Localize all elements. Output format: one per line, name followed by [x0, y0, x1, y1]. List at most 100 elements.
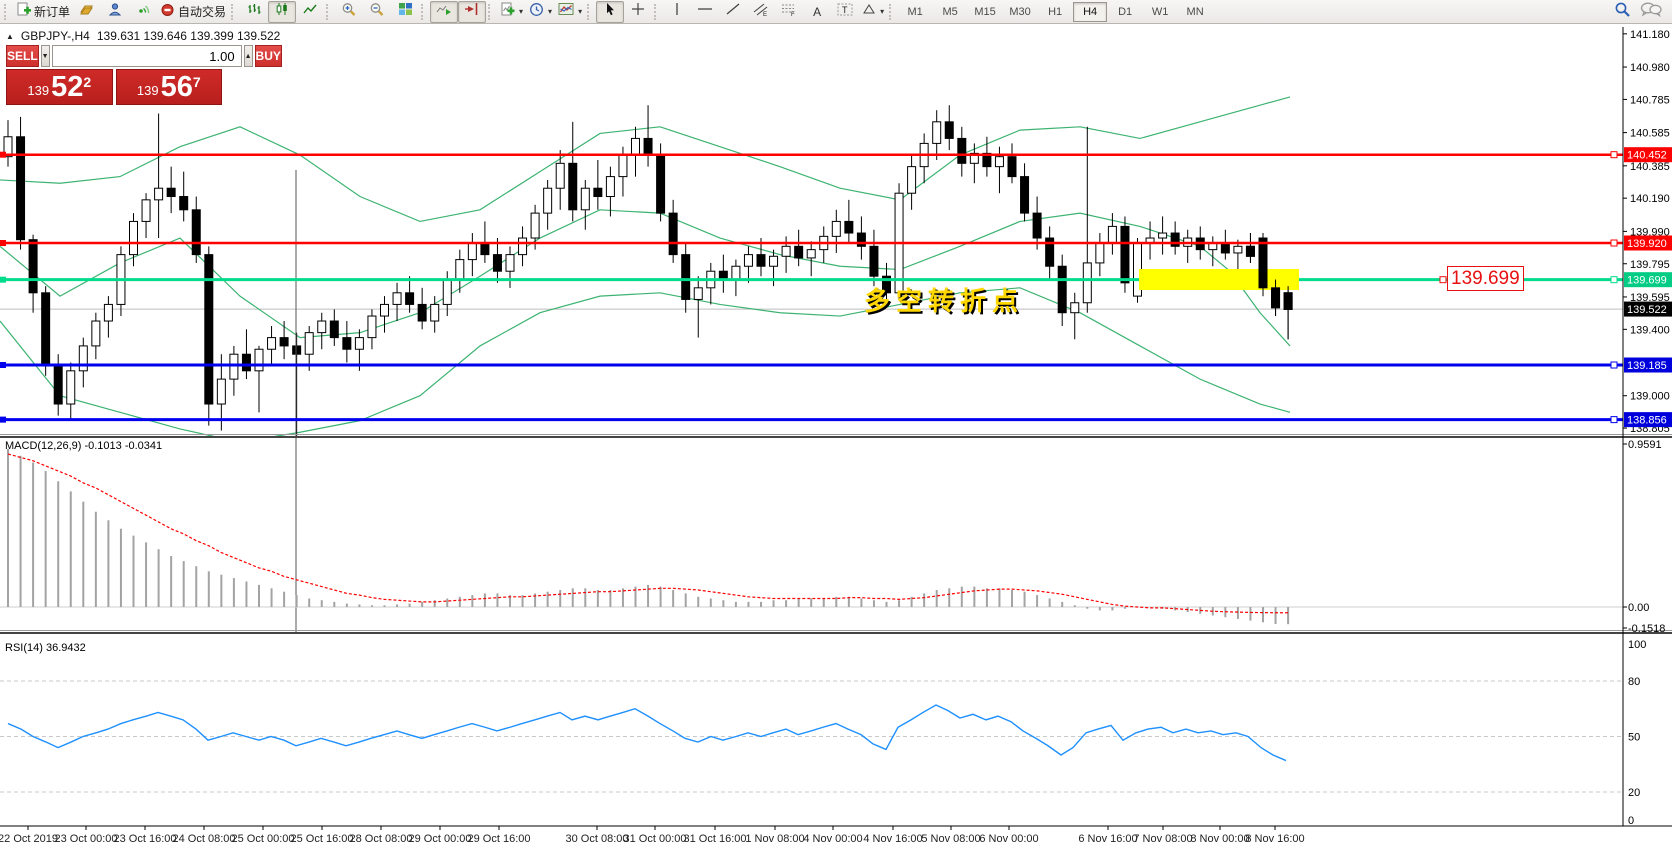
- bar-chart-button[interactable]: [240, 1, 268, 23]
- sell-price-sup: 2: [83, 74, 92, 90]
- collapse-arrow-icon[interactable]: ▲: [6, 31, 14, 41]
- search-icon[interactable]: [1614, 1, 1632, 23]
- indicators-icon: [500, 2, 515, 22]
- vertical-line-icon: [672, 2, 682, 21]
- shapes-dropdown-caret[interactable]: ▾: [880, 7, 885, 16]
- svg-text:8 Nov 16:00: 8 Nov 16:00: [1245, 833, 1304, 845]
- svg-text:100: 100: [1628, 639, 1646, 651]
- sell-price-prefix: 139: [27, 83, 50, 98]
- cursor-icon: [604, 2, 617, 21]
- templates-icon: [558, 2, 574, 21]
- sell-quote-button[interactable]: 139 52 2: [6, 69, 113, 105]
- timeframe-m1-button[interactable]: M1: [907, 5, 923, 18]
- volume-input[interactable]: [51, 45, 242, 67]
- symbol-name: GBPJPY-,H4: [20, 29, 90, 43]
- shapes-icon: [862, 2, 876, 21]
- vertical-line-button[interactable]: [663, 1, 691, 23]
- toolbar-grip: [231, 3, 236, 20]
- tile-windows-button[interactable]: [391, 1, 419, 23]
- tile-windows-icon: [398, 2, 413, 21]
- svg-text:140.190: 140.190: [1630, 193, 1670, 205]
- price-tag-139699[interactable]: 139.699: [1447, 266, 1524, 291]
- svg-text:50: 50: [1628, 732, 1640, 744]
- toolbar-grip: [488, 3, 493, 20]
- indicators-button[interactable]: ▾: [497, 1, 526, 23]
- buy-quote-button[interactable]: 139 56 7: [115, 69, 222, 105]
- toolbar-grip: [654, 3, 659, 20]
- zoom-in-button[interactable]: [335, 1, 363, 23]
- svg-text:T: T: [842, 5, 848, 15]
- svg-text:0.9591: 0.9591: [1628, 439, 1662, 451]
- zoom-in-icon: [341, 2, 357, 22]
- autotrading-label: 自动交易: [178, 5, 227, 19]
- chat-icon[interactable]: [1640, 1, 1662, 22]
- timeframe-h4-button[interactable]: H4: [1073, 1, 1108, 22]
- timeframe-m30-button[interactable]: M30: [1009, 5, 1031, 18]
- new-order-button[interactable]: 新订单: [13, 1, 73, 23]
- svg-text:23 Oct 16:00: 23 Oct 16:00: [114, 833, 177, 845]
- shapes-button[interactable]: ▾: [859, 1, 887, 23]
- turning-point-annotation[interactable]: 多空转折点: [864, 286, 1025, 316]
- buy-price-sup: 7: [192, 74, 201, 90]
- svg-text:140.980: 140.980: [1630, 62, 1670, 74]
- candlestick-chart-button[interactable]: [268, 0, 297, 23]
- profile-icon: [108, 2, 123, 21]
- timeframe-mn-button[interactable]: MN: [1186, 5, 1204, 18]
- chart-shift-icon: [464, 2, 480, 21]
- clock-icon: [529, 2, 544, 22]
- svg-text:138.856: 138.856: [1627, 415, 1667, 427]
- fibonacci-icon: F: [781, 2, 797, 22]
- profile-button[interactable]: [101, 1, 129, 23]
- buy-button[interactable]: BUY: [254, 45, 282, 67]
- volume-increase-button[interactable]: ▲: [243, 45, 253, 67]
- svg-text:8 Nov 00:00: 8 Nov 00:00: [1190, 833, 1249, 845]
- market-watch-icon: [79, 2, 95, 21]
- auto-scroll-icon: [436, 2, 452, 21]
- trendline-button[interactable]: [719, 1, 747, 23]
- svg-text:23 Oct 00:00: 23 Oct 00:00: [55, 833, 118, 845]
- svg-text:139.522: 139.522: [1627, 304, 1667, 316]
- timeframe-m15-button[interactable]: M15: [974, 5, 996, 18]
- svg-text:141.180: 141.180: [1630, 29, 1670, 41]
- svg-text:22 Oct 2019: 22 Oct 2019: [0, 833, 58, 845]
- timeframe-d1-button[interactable]: D1: [1118, 5, 1133, 18]
- timeframe-m5-button[interactable]: M5: [942, 5, 958, 18]
- text-tool-button[interactable]: A: [803, 1, 831, 23]
- crosshair-button[interactable]: [624, 1, 652, 23]
- sell-price-big: 52: [51, 71, 84, 103]
- indicators-dropdown-caret[interactable]: ▾: [519, 7, 524, 16]
- templates-button[interactable]: ▾: [555, 1, 585, 23]
- text-label-button[interactable]: T: [831, 1, 859, 23]
- templates-dropdown-caret[interactable]: ▾: [578, 7, 583, 16]
- svg-text:31 Oct 16:00: 31 Oct 16:00: [684, 833, 747, 845]
- chart-shift-button[interactable]: [458, 0, 487, 23]
- svg-text:RSI(14) 36.9432: RSI(14) 36.9432: [5, 642, 86, 654]
- zoom-out-icon: [369, 2, 385, 22]
- svg-text:140.385: 140.385: [1630, 161, 1670, 173]
- toolbar: 新订单 自动交易: [0, 0, 1672, 24]
- periods-dropdown-caret[interactable]: ▾: [548, 7, 553, 16]
- periods-button[interactable]: ▾: [526, 1, 555, 23]
- symbol-header: ▲ GBPJPY-,H4 139.631 139.646 139.399 139…: [6, 29, 280, 43]
- svg-text:139.699: 139.699: [1627, 275, 1667, 287]
- zoom-out-button[interactable]: [363, 1, 391, 23]
- horizontal-line-icon: [697, 2, 713, 21]
- line-chart-button[interactable]: [296, 1, 324, 23]
- auto-scroll-button[interactable]: [430, 0, 459, 23]
- autotrading-button[interactable]: 自动交易: [157, 1, 229, 23]
- equidistant-channel-button[interactable]: E: [747, 1, 775, 23]
- svg-text:80: 80: [1628, 676, 1640, 688]
- cursor-button[interactable]: [596, 0, 625, 23]
- fibonacci-button[interactable]: F: [775, 1, 803, 23]
- horizontal-line-button[interactable]: [691, 1, 719, 23]
- sell-button[interactable]: SELL: [6, 45, 39, 67]
- volume-decrease-button[interactable]: ▼: [40, 45, 50, 67]
- market-watch-button[interactable]: [73, 1, 101, 23]
- svg-text:5 Nov 08:00: 5 Nov 08:00: [921, 833, 980, 845]
- crosshair-icon: [631, 2, 645, 21]
- timeframe-w1-button[interactable]: W1: [1151, 5, 1169, 18]
- signal-button[interactable]: [129, 1, 157, 23]
- chart-canvas[interactable]: MACD(12,26,9) -0.1013 -0.0341 RSI(14) 36.…: [0, 24, 1672, 856]
- timeframe-h1-button[interactable]: H1: [1048, 5, 1063, 18]
- svg-text:140.452: 140.452: [1627, 150, 1667, 162]
